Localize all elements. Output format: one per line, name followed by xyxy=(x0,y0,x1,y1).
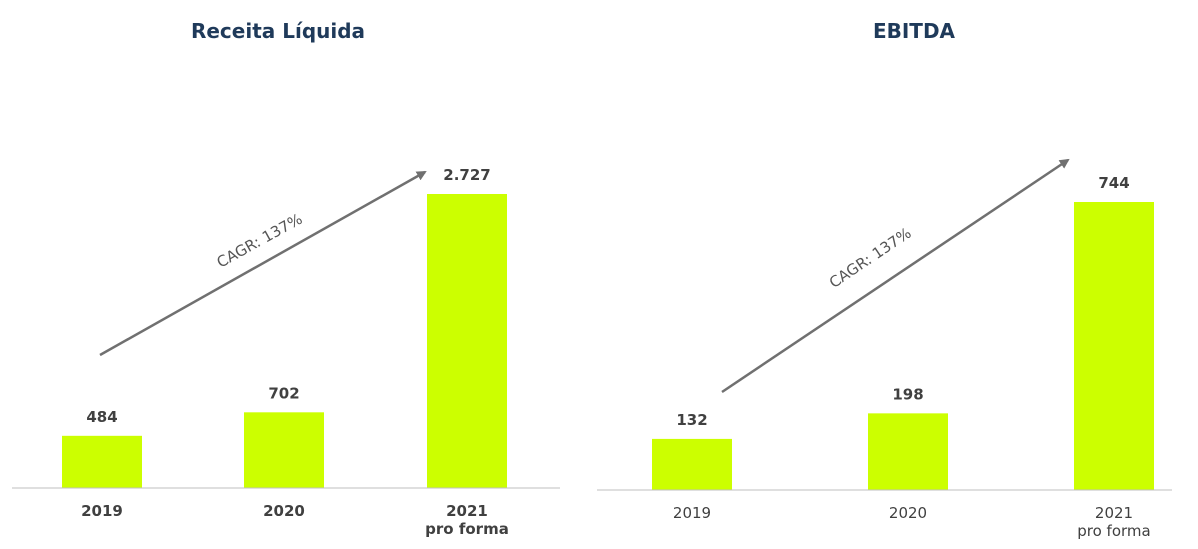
value-label: 744 xyxy=(1098,174,1129,192)
value-label: 132 xyxy=(676,411,707,429)
annotation: CAGR: 137% xyxy=(214,210,306,272)
arrow xyxy=(99,170,427,357)
x-tick-label: 2021 pro forma xyxy=(425,502,509,538)
x-tick-label: 2019 xyxy=(673,504,711,522)
chart: Receita Líquida CAGR: 137% 484 2019 702 2020 2… xyxy=(12,19,560,538)
value-label: 702 xyxy=(268,384,299,402)
x-tick-label: 2020 xyxy=(263,502,305,520)
bar xyxy=(62,435,142,488)
bar xyxy=(244,412,324,488)
bar xyxy=(427,194,507,488)
chart: EBITDA CAGR: 137% 132 2019 198 2020 744 2021 pro… xyxy=(597,19,1172,540)
value-label: 2.727 xyxy=(443,166,490,184)
chart-title: Receita Líquida xyxy=(191,19,365,43)
x-tick-label: 2019 xyxy=(81,502,123,520)
arrow xyxy=(721,158,1070,394)
bar xyxy=(868,413,948,490)
bar xyxy=(1074,202,1154,490)
annotation: CAGR: 137% xyxy=(826,224,915,292)
value-label: 198 xyxy=(892,385,923,403)
chart-title: EBITDA xyxy=(873,19,956,43)
x-tick-label: 2020 xyxy=(889,504,927,522)
value-label: 484 xyxy=(86,408,117,426)
x-tick-label: 2021 pro forma xyxy=(1077,504,1150,540)
bar xyxy=(652,438,732,490)
